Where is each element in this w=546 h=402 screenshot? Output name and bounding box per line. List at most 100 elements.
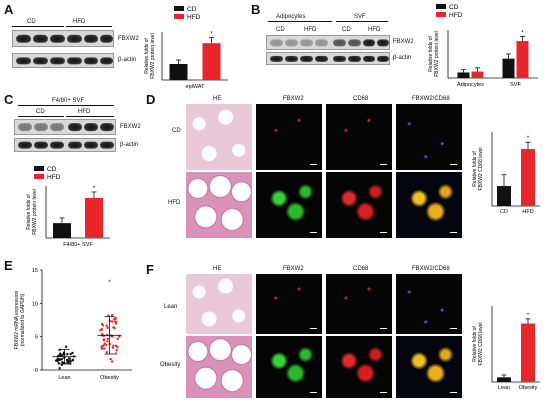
significance-mark: * <box>527 136 530 142</box>
data-point <box>112 344 115 347</box>
col-header: HE <box>213 266 222 272</box>
legend-swatch <box>436 4 446 9</box>
he-image-cd <box>186 104 252 170</box>
x-tick-label: Lean <box>58 375 70 381</box>
blot-row-label: β-actin <box>120 142 139 148</box>
row-label: CD <box>172 128 181 134</box>
legend-swatch <box>34 166 44 171</box>
panel-f-chart: Lean Obesity * Relative folds ofFBXW2 CD68 … <box>472 306 540 391</box>
panel-c-letter: C <box>4 92 14 107</box>
panel-a-chart: * epiWAT Relative folds ofFBXW2 protein le… <box>144 6 228 90</box>
data-point <box>101 322 104 326</box>
fbxw2-blot <box>266 35 390 50</box>
row-label: Obesity <box>160 362 181 368</box>
blot-group-label: CD <box>27 19 36 25</box>
data-point <box>100 345 104 349</box>
bar <box>471 71 484 78</box>
group-underline <box>66 116 114 117</box>
legend-swatch <box>174 6 184 11</box>
y-tick-label: 10 <box>32 301 38 307</box>
data-point <box>111 335 114 338</box>
x-tick-label: Adipocytes <box>457 82 484 88</box>
cd68-image-cd <box>326 104 392 170</box>
col-header: CD68 <box>353 96 369 102</box>
blot-row-label: β-actin <box>118 57 137 63</box>
bar <box>497 377 511 382</box>
data-point <box>67 357 71 360</box>
blot-group-header: SVF <box>354 14 366 20</box>
fbxw2-image-hfd <box>256 172 322 238</box>
data-point <box>64 345 68 349</box>
data-point <box>66 352 69 356</box>
panel-d-chart: CD HFD * Relative folds ofFBXW2 CD68 level <box>472 132 540 215</box>
group-underline <box>336 21 388 22</box>
data-point <box>106 326 109 329</box>
blot-row-label: FBXW2 <box>393 39 414 45</box>
y-axis-label: FBXW2 mRNA expression(normalized to GAPD… <box>14 290 26 349</box>
significance-mark: * <box>210 32 213 38</box>
bar <box>516 41 529 78</box>
y-tick-label: 5 <box>35 335 38 341</box>
data-point <box>118 335 121 338</box>
data-point <box>100 347 104 350</box>
blot-row-label: β-actin <box>393 55 412 61</box>
group-underline <box>12 26 64 27</box>
data-point <box>103 347 106 350</box>
merge-image-obesity <box>396 336 462 398</box>
data-point <box>57 362 60 365</box>
y-axis-label: Relative folds ofFBXW2 protein level <box>144 33 156 79</box>
blot-group-label: HFD <box>78 109 91 115</box>
fbxw2-image-obesity <box>256 336 322 398</box>
merge-image-hfd <box>396 172 462 238</box>
data-point <box>115 348 118 352</box>
fbxw2-blot <box>14 119 116 135</box>
legend-label: CD <box>449 4 459 11</box>
group-underline <box>18 116 64 117</box>
panel-b-letter: B <box>251 2 261 17</box>
data-point <box>102 344 105 347</box>
data-point <box>101 332 104 336</box>
x-tick-label: SVF <box>510 82 521 88</box>
panel-e-chart: 0 5 10 15 Lean Obesity * FBXW2 mRNA expression(… <box>14 268 132 381</box>
data-point <box>110 360 114 363</box>
legend-label: CD <box>187 6 197 13</box>
fbxw2-blot <box>12 30 114 47</box>
fbxw2-image-lean <box>256 274 322 334</box>
blot-group-label: CD <box>36 109 45 115</box>
data-point <box>114 320 117 323</box>
blot-group-label: HFD <box>73 19 86 25</box>
data-point <box>102 338 106 341</box>
actin-blot <box>14 138 116 152</box>
he-image-lean <box>186 274 252 334</box>
x-axis-label: epiWAT <box>186 84 206 90</box>
x-axis-label: F4/80+ SVF <box>63 242 93 248</box>
panel-c-chart: * F4/80+ SVF Relative folds ofFBXW2 protei… <box>26 166 110 248</box>
data-point <box>106 337 110 341</box>
blot-group-label: HFD <box>368 27 381 33</box>
group-underline <box>268 21 332 22</box>
row-label: Lean <box>164 304 178 310</box>
legend-swatch <box>174 14 184 19</box>
panel-f-letter: F <box>146 262 154 277</box>
data-point <box>111 346 115 349</box>
data-point <box>109 357 112 361</box>
bar <box>85 197 103 238</box>
cd68-image-obesity <box>326 336 392 398</box>
data-point <box>69 352 72 356</box>
data-point <box>71 351 74 355</box>
data-point <box>61 361 64 364</box>
data-point <box>107 314 110 317</box>
col-header: CD68 <box>353 266 369 272</box>
bar <box>457 72 470 78</box>
legend-swatch <box>34 174 44 179</box>
significance-mark: * <box>521 30 524 36</box>
bar <box>521 149 535 206</box>
y-tick-label: 0 <box>35 368 38 374</box>
merge-image-cd <box>396 104 462 170</box>
data-point <box>114 317 117 321</box>
data-point <box>100 328 104 331</box>
data-point <box>59 352 62 355</box>
actin-blot <box>266 52 390 65</box>
bar <box>169 64 188 80</box>
x-tick-label: Obesity <box>100 375 119 381</box>
